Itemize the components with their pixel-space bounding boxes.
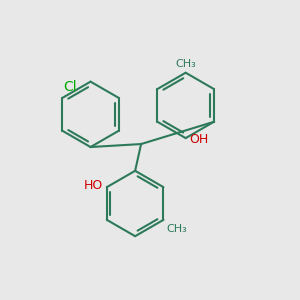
- Text: CH₃: CH₃: [175, 59, 196, 69]
- Text: HO: HO: [84, 179, 103, 192]
- Text: Cl: Cl: [64, 80, 77, 94]
- Text: OH: OH: [189, 133, 208, 146]
- Text: CH₃: CH₃: [167, 224, 187, 234]
